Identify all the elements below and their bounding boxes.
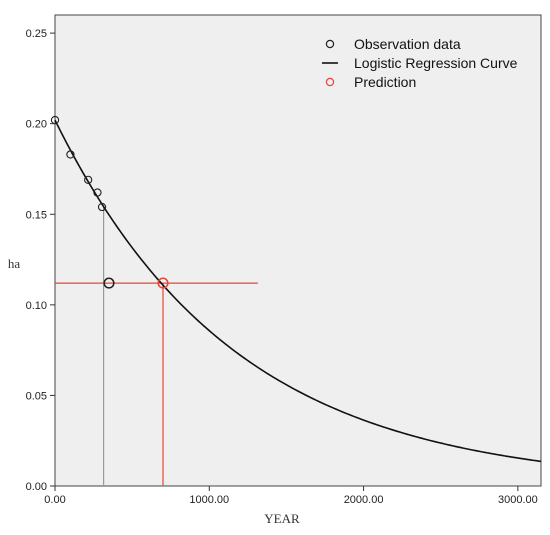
legend-label-0: Observation data <box>354 36 461 52</box>
prediction-point-0 <box>157 277 169 289</box>
y-tick-label-2: 0.10 <box>26 300 47 312</box>
legend-label-1: Logistic Regression Curve <box>354 55 518 71</box>
y-tick-label-4: 0.20 <box>26 119 47 131</box>
regression-curve <box>54 119 542 463</box>
observation-point-3 <box>93 188 102 197</box>
y-tick-label-3: 0.15 <box>26 209 47 221</box>
observation-point-5 <box>103 277 115 289</box>
x-tick-label-1: 1000.00 <box>189 494 229 506</box>
observation-point-4 <box>97 202 107 212</box>
y-tick-label-0: 0.00 <box>26 481 47 493</box>
x-tick-label-2: 2000.00 <box>344 494 384 506</box>
legend-label-2: Prediction <box>354 74 416 90</box>
plot-area <box>54 14 542 487</box>
observation-point-2 <box>84 175 93 184</box>
y-tick-label-1: 0.05 <box>26 390 47 402</box>
observation-point-1 <box>66 150 75 159</box>
x-tick-label-3: 3000.00 <box>498 494 538 506</box>
legend-swatch-2 <box>325 77 335 87</box>
y-tick-label-5: 0.25 <box>26 28 47 40</box>
x-tick-label-0: 0.00 <box>44 494 65 506</box>
legend-swatch-0 <box>325 39 335 49</box>
y-axis-title: ha <box>8 256 21 271</box>
x-axis-title: YEAR <box>264 511 300 526</box>
